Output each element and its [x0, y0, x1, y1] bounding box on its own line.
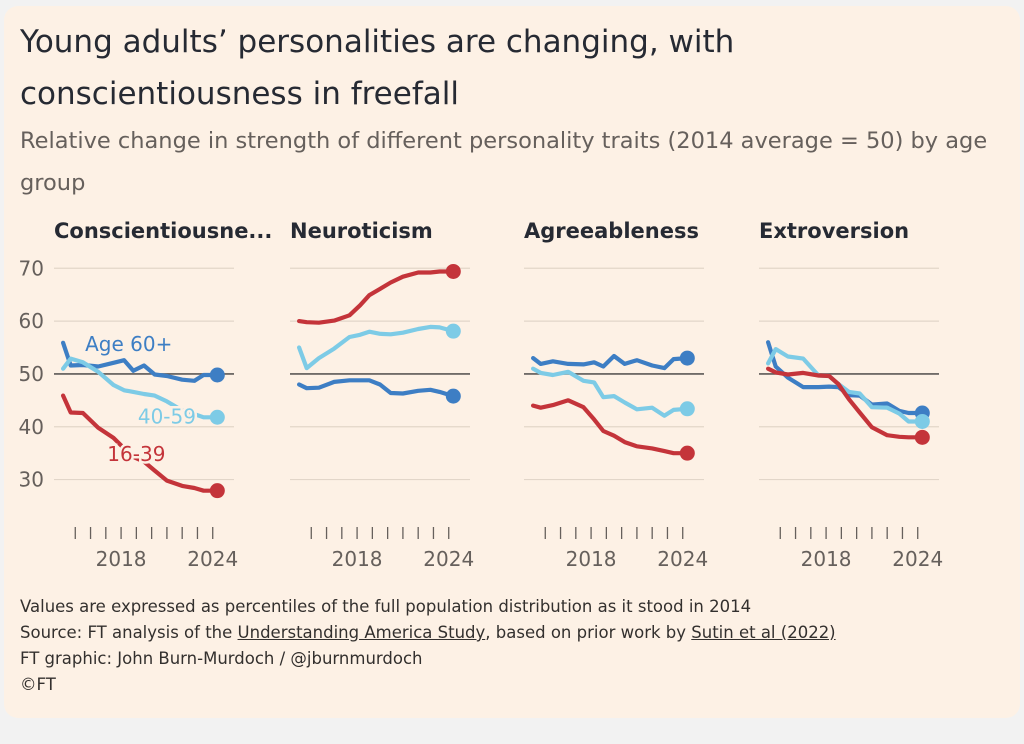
understanding-america-study-link[interactable]: Understanding America Study [237, 623, 486, 642]
x-tick-label: 2018 [801, 547, 852, 571]
source-prefix: Source: FT analysis of the [20, 623, 238, 642]
series-end-dot [445, 263, 461, 279]
series-end-dot [914, 429, 930, 445]
y-tick-label: 40 [19, 415, 44, 439]
series-end-dot [445, 388, 461, 404]
series-label: 40-59 [138, 405, 196, 429]
series-label: 16-39 [107, 442, 165, 466]
source-middle: , based on prior work by [485, 623, 692, 642]
y-tick-label: 30 [19, 468, 44, 492]
series-line [765, 340, 925, 416]
x-tick-label: 2018 [566, 547, 617, 571]
source-line: Source: FT analysis of the Understanding… [20, 620, 1000, 646]
series-line [297, 378, 456, 399]
footnote: Values are expressed as percentiles of t… [20, 597, 752, 616]
series-end-dot [209, 483, 225, 499]
series-end-dot [445, 323, 461, 339]
series-line [60, 393, 220, 493]
series-end-dot [209, 367, 225, 383]
x-tick-label: 2018 [332, 547, 383, 571]
chart-title: Young adults’ personalities are changing… [20, 24, 735, 112]
x-tick-label: 2024 [892, 547, 943, 571]
series-line [530, 398, 690, 456]
series-line [297, 269, 456, 325]
series-end-dot [679, 350, 695, 366]
x-tick-label: 2024 [423, 547, 474, 571]
panel-title: Extroversion [759, 219, 909, 243]
small-multiples-chart: 30 40 50 60 70 Conscientiousne... 2018 2024 Age … [19, 219, 944, 571]
sutin-et-al-link[interactable]: Sutin et al (2022) [691, 623, 836, 642]
graphic-credit: FT graphic: John Burn-Murdoch / @jburnmu… [20, 649, 423, 668]
y-tick-label: 60 [19, 309, 44, 333]
series-end-dot [679, 401, 695, 417]
panel-title: Agreeableness [524, 219, 699, 243]
x-tick-label: 2018 [96, 547, 147, 571]
x-tick-label: 2024 [657, 547, 708, 571]
y-tick-label: 70 [19, 256, 44, 280]
panel-title: Conscientiousne... [54, 219, 272, 243]
chart-subtitle: Relative change in strength of different… [20, 128, 988, 196]
panel-title: Neuroticism [290, 219, 433, 243]
series-line [60, 356, 220, 420]
series-end-dot [914, 413, 930, 429]
series-line [530, 353, 690, 371]
x-tick-label: 2024 [187, 547, 238, 571]
series-line [765, 347, 925, 424]
chart-footer: Values are expressed as percentiles of t… [20, 594, 1000, 698]
series-line [530, 366, 690, 418]
series-end-dot [209, 409, 225, 425]
series-line [765, 366, 925, 440]
copyright: ©FT [20, 675, 56, 694]
series-line [297, 324, 456, 371]
series-label: Age 60+ [85, 332, 172, 356]
chart-card: Young adults’ personalities are changing… [4, 6, 1020, 718]
y-tick-label: 50 [19, 362, 44, 386]
series-end-dot [679, 445, 695, 461]
